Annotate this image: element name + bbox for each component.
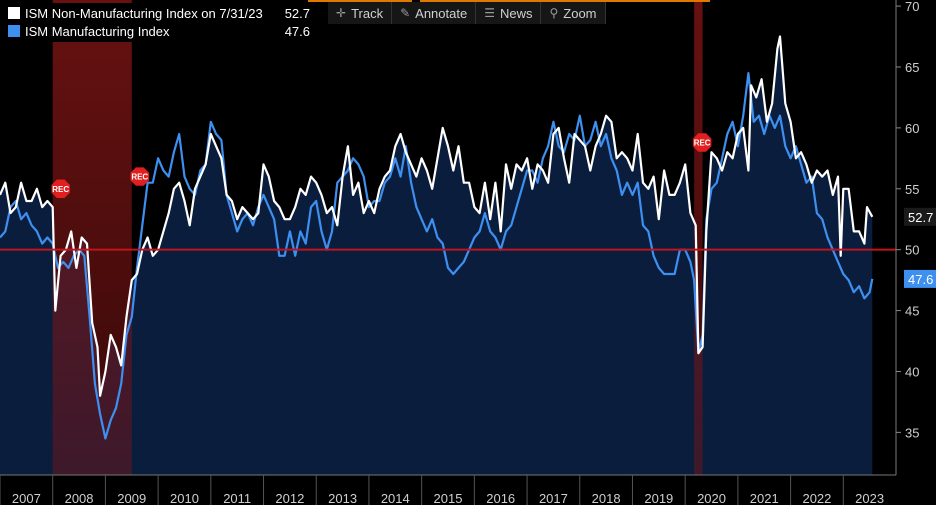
- chart-toolbar: ✛ Track ✎ Annotate ☰ News ⚲ Zoom: [328, 2, 606, 24]
- topbar-accent: [308, 0, 412, 2]
- news-button[interactable]: ☰ News: [476, 2, 542, 24]
- x-tick-label: 2012: [275, 491, 304, 505]
- x-tick-label: 2014: [381, 491, 410, 505]
- legend-swatch: [8, 7, 20, 19]
- track-button[interactable]: ✛ Track: [328, 2, 393, 24]
- zoom-label: Zoom: [563, 5, 597, 21]
- x-tick-label: 2023: [855, 491, 884, 505]
- annotate-label: Annotate: [415, 5, 468, 21]
- series-line[interactable]: [0, 35, 874, 397]
- y-tick-label: 40: [905, 364, 919, 379]
- x-tick-label: 2010: [170, 491, 199, 505]
- last-value-badge: [904, 269, 936, 288]
- recession-marker-icon[interactable]: [130, 167, 150, 186]
- x-tick-label: 2015: [434, 491, 463, 505]
- y-tick-label: 55: [905, 182, 919, 197]
- zoom-button[interactable]: ⚲ Zoom: [541, 2, 606, 24]
- y-tick-label: 70: [905, 0, 919, 14]
- series-area-fill: [0, 36, 873, 475]
- y-tick-label: 45: [905, 304, 919, 319]
- recession-marker-label: REC: [694, 139, 711, 148]
- legend-item-non-manufacturing[interactable]: ISM Non-Manufacturing Index on 7/31/23 5…: [8, 4, 310, 22]
- x-tick-label: 2021: [750, 491, 779, 505]
- x-axis-strip: [0, 475, 936, 505]
- annotate-button[interactable]: ✎ Annotate: [392, 2, 477, 24]
- magnifier-icon: ⚲: [549, 6, 559, 20]
- x-tick-label: 2011: [223, 491, 251, 505]
- recession-band: [694, 0, 703, 475]
- recession-marker-icon[interactable]: [692, 133, 712, 152]
- legend-series-name: ISM Non-Manufacturing Index on 7/31/23: [25, 5, 263, 21]
- x-tick-label: 2008: [65, 491, 94, 505]
- series-line[interactable]: [0, 71, 874, 440]
- x-tick-label: 2019: [644, 491, 673, 505]
- recession-band: [52, 0, 132, 475]
- x-tick-label: 2017: [539, 491, 568, 505]
- last-value-label: 52.7: [908, 210, 933, 225]
- track-label: Track: [351, 5, 384, 21]
- last-value-label: 47.6: [908, 272, 933, 287]
- pencil-icon: ✎: [400, 6, 411, 20]
- chart-legend: ISM Non-Manufacturing Index on 7/31/23 5…: [4, 3, 314, 42]
- legend-item-manufacturing[interactable]: ISM Manufacturing Index 47.6: [8, 22, 310, 40]
- news-label: News: [499, 5, 533, 21]
- legend-series-name: ISM Manufacturing Index: [25, 23, 170, 39]
- last-value-badge: [904, 207, 936, 226]
- y-tick-label: 50: [905, 243, 919, 258]
- recession-marker-icon[interactable]: [51, 179, 70, 199]
- legend-series-value: 47.6: [284, 23, 310, 39]
- x-tick-label: 2013: [328, 491, 357, 505]
- x-tick-label: 2018: [592, 491, 621, 505]
- y-tick-label: 35: [905, 425, 919, 440]
- x-tick-label: 2020: [697, 491, 726, 505]
- recession-marker-label: REC: [52, 185, 69, 194]
- crosshair-icon: ✛: [336, 6, 347, 20]
- y-tick-label: 60: [905, 121, 919, 136]
- topbar-accent: [420, 0, 710, 2]
- legend-swatch: [8, 25, 20, 37]
- y-tick-label: 65: [905, 60, 919, 75]
- x-tick-label: 2009: [117, 491, 146, 505]
- x-tick-label: 2007: [12, 491, 41, 505]
- news-icon: ☰: [484, 6, 495, 20]
- x-tick-label: 2022: [802, 491, 831, 505]
- x-tick-label: 2016: [486, 491, 515, 505]
- legend-series-value: 52.7: [284, 5, 310, 21]
- recession-marker-label: REC: [131, 173, 148, 182]
